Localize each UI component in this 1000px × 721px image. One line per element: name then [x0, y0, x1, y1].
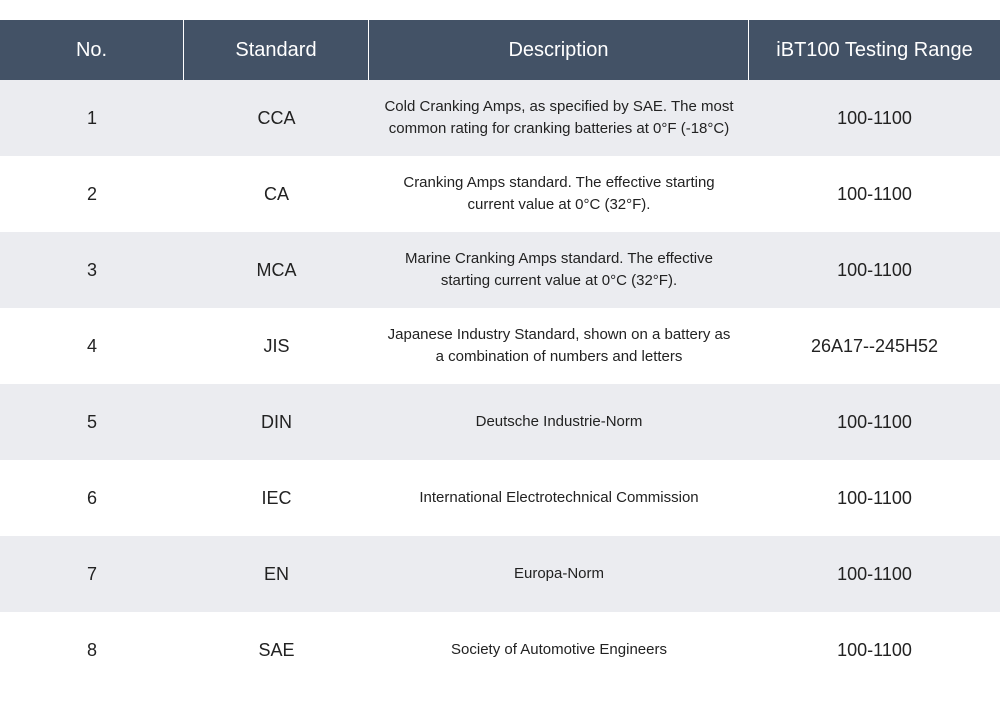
table-header-row: No. Standard Description iBT100 Testing …	[0, 20, 1000, 80]
cell-standard: JIS	[263, 335, 290, 356]
cell-standard: CCA	[257, 107, 296, 128]
cell-no: 1	[86, 107, 97, 128]
header-description: Description	[369, 20, 749, 80]
cell-no: 7	[86, 563, 97, 584]
cell-range: 26A17--245H52	[810, 335, 939, 356]
table-row: 8 SAE Society of Automotive Engineers 10…	[0, 612, 1000, 688]
cell-range: 100-1100	[837, 259, 912, 280]
table-row: 2 CA Cranking Amps standard. The effecti…	[0, 156, 1000, 232]
cell-description: International Electrotechnical Commissio…	[369, 460, 749, 536]
table-row: 3 MCA Marine Cranking Amps standard. The…	[0, 232, 1000, 308]
cell-no: 2	[86, 183, 97, 204]
cell-standard: CA	[263, 183, 289, 204]
description-text: Cold Cranking Amps, as specified by SAE.…	[384, 98, 734, 137]
cell-standard: EN	[263, 563, 289, 584]
description-text: Europa-Norm	[513, 565, 605, 582]
description-text: Society of Automotive Engineers	[451, 641, 667, 658]
description-text: Deutsche Industrie-Norm	[475, 413, 643, 430]
cell-no: 4	[86, 335, 97, 356]
cell-no: 5	[86, 411, 97, 432]
cell-description: Japanese Industry Standard, shown on a b…	[369, 308, 749, 384]
table-row: 6 IEC International Electrotechnical Com…	[0, 460, 1000, 536]
cell-standard: SAE	[258, 639, 295, 660]
cell-range: 100-1100	[837, 639, 912, 660]
description-text: Cranking Amps standard. The effective st…	[403, 174, 715, 213]
cell-description: Marine Cranking Amps standard. The effec…	[369, 232, 749, 308]
cell-no: 8	[86, 639, 97, 660]
cell-range: 100-1100	[837, 563, 912, 584]
cell-standard: IEC	[261, 487, 292, 508]
header-standard: Standard	[184, 20, 369, 80]
cell-range: 100-1100	[837, 487, 912, 508]
cell-description: Deutsche Industrie-Norm	[369, 384, 749, 460]
table-row: 1 CCA Cold Cranking Amps, as specified b…	[0, 80, 1000, 156]
table-row: 7 EN Europa-Norm 100-1100	[0, 536, 1000, 612]
description-text: International Electrotechnical Commissio…	[419, 489, 699, 506]
table-row: 5 DIN Deutsche Industrie-Norm 100-1100	[0, 384, 1000, 460]
cell-range: 100-1100	[837, 183, 912, 204]
cell-standard: DIN	[261, 411, 292, 432]
table-row: 4 JIS Japanese Industry Standard, shown …	[0, 308, 1000, 384]
header-testing-range: iBT100 Testing Range	[776, 38, 973, 61]
cell-description: Society of Automotive Engineers	[369, 612, 749, 688]
description-text: Marine Cranking Amps standard. The effec…	[405, 250, 713, 289]
cell-range: 100-1100	[837, 411, 912, 432]
cell-description: Cold Cranking Amps, as specified by SAE.…	[369, 80, 749, 156]
cell-description: Europa-Norm	[369, 536, 749, 612]
cell-standard: MCA	[256, 259, 297, 280]
cell-range: 100-1100	[837, 107, 912, 128]
description-text: Japanese Industry Standard, shown on a b…	[387, 326, 731, 365]
battery-standards-table: No. Standard Description iBT100 Testing …	[0, 20, 1000, 688]
cell-description: Cranking Amps standard. The effective st…	[369, 156, 749, 232]
cell-no: 3	[86, 259, 97, 280]
cell-no: 6	[86, 487, 97, 508]
header-no: No.	[0, 20, 184, 80]
